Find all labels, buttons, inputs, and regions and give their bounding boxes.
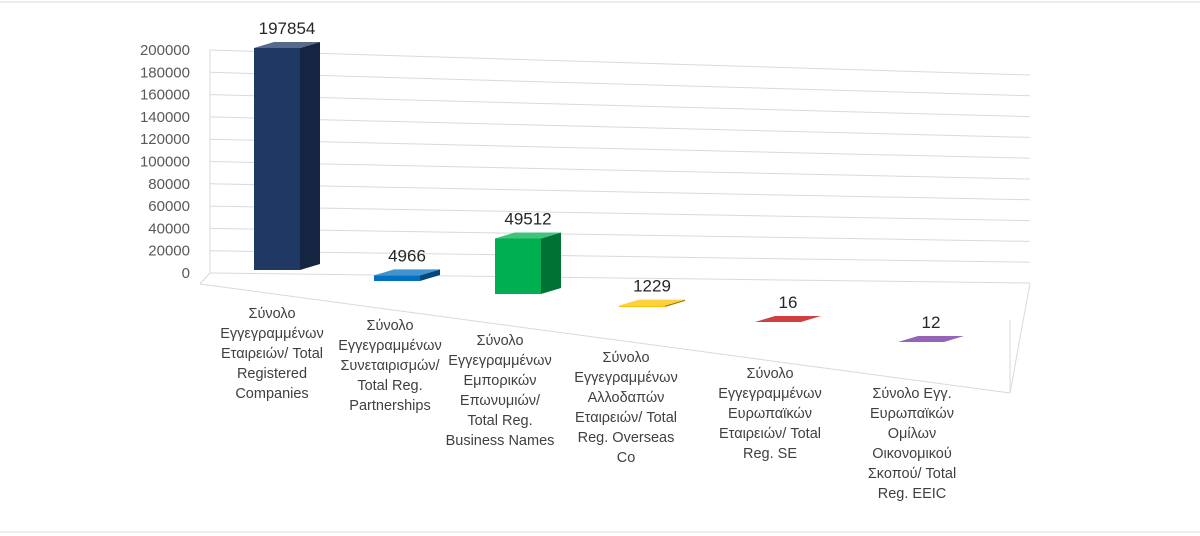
y-tick-label: 140000	[140, 109, 190, 126]
gridline	[209, 138, 1031, 159]
y-tick-label: 40000	[148, 220, 190, 237]
y-tick-label: 20000	[148, 243, 190, 260]
bar-front	[254, 48, 300, 270]
y-tick-label: 80000	[148, 176, 190, 193]
gridline	[209, 272, 1031, 284]
bar-side	[801, 315, 821, 322]
bar-top	[495, 232, 561, 239]
data-label: 1229	[633, 277, 671, 296]
bar-front	[374, 275, 420, 281]
gridline	[209, 183, 1031, 201]
bar-top	[374, 269, 440, 276]
data-label: 49512	[504, 209, 551, 228]
gridline	[209, 205, 1031, 222]
category-label: Σύνολο Εγγεγραμμένων Αλλοδαπών Εταιρειών/ T…	[574, 350, 678, 466]
data-label: 197854	[259, 19, 316, 38]
bar-front	[495, 238, 541, 294]
y-tick-label: 200000	[140, 42, 190, 59]
category-label: Σύνολο Εγγεγραμμένων Ευρωπαϊκών Εταιρειών/ …	[718, 366, 822, 462]
bar-top	[755, 315, 821, 322]
bar	[495, 232, 561, 294]
y-tick-label: 100000	[140, 154, 190, 171]
gridline	[209, 161, 1031, 180]
data-label: 4966	[388, 246, 426, 265]
bar-top	[254, 42, 320, 48]
y-tick-label: 120000	[140, 131, 190, 148]
floor	[199, 50, 1031, 394]
bar-top	[898, 335, 964, 342]
y-tick-label: 180000	[140, 64, 190, 81]
category-label: Σύνολο Εγγεγραμμένων Εταιρειών/ Total Regis…	[220, 306, 324, 402]
bar	[619, 299, 685, 307]
bar-side	[541, 232, 561, 294]
gridlines	[209, 49, 1031, 284]
category-label: Σύνολο Εγγεγραμμένων Εμπορικών Επωνυμιών/To…	[446, 333, 555, 449]
y-axis: 0 20000 40000 60000 80000 100000 120000 140000 1…	[140, 42, 190, 282]
bar-side	[420, 269, 440, 281]
bar-side	[300, 42, 320, 270]
gridline	[209, 94, 1031, 118]
y-tick-label: 0	[182, 265, 190, 282]
bar	[898, 335, 964, 342]
bar-top	[619, 299, 685, 306]
gridline	[209, 49, 1031, 76]
bar	[755, 315, 821, 322]
gridline	[209, 227, 1031, 242]
bar-side	[944, 335, 964, 342]
x-axis: Σύνολο Εγγεγραμμένων Εταιρειών/ Total Regis…	[220, 306, 956, 502]
category-label: Σύνολο Εγγ. Ευρωπαϊκών Ομίλων Οικονομικού Σκ…	[868, 386, 956, 502]
category-label: Σύνολο Εγγεγραμμένων Συνεταιρισμών/Total R…	[338, 318, 442, 414]
data-label: 16	[779, 293, 798, 312]
bar	[254, 42, 320, 270]
bar-side	[665, 299, 685, 307]
bars: 197854 4966 49512 1229 16 12	[254, 19, 964, 342]
y-tick-label: 160000	[140, 87, 190, 104]
y-tick-label: 60000	[148, 198, 190, 215]
bar	[374, 269, 440, 281]
gridline	[209, 116, 1031, 138]
data-label: 12	[922, 313, 941, 332]
gridline	[209, 250, 1031, 263]
bar-front	[619, 305, 665, 307]
gridline	[209, 71, 1031, 97]
